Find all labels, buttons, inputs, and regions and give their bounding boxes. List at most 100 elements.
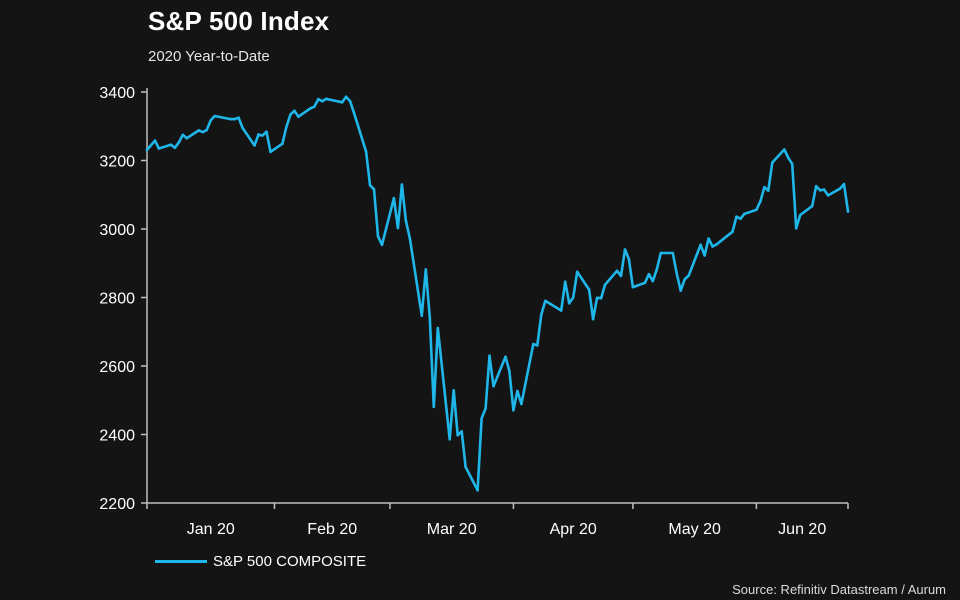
data-point (735, 215, 738, 218)
data-point (767, 189, 770, 192)
data-point (739, 217, 742, 220)
data-point (631, 285, 635, 289)
data-point (380, 243, 384, 247)
x-axis-ticks: Jan 20 Feb 20 Mar 20 Apr 20 May 20 Jun 20 (146, 503, 849, 538)
data-point (269, 150, 272, 154)
x-tick-label: Mar 20 (427, 521, 477, 538)
data-point (344, 95, 348, 99)
data-point (759, 200, 762, 203)
data-point (587, 288, 591, 291)
data-point (655, 268, 659, 271)
chart-title: S&P 500 Index (148, 6, 330, 36)
y-tick-label: 2800 (99, 291, 135, 308)
data-point (404, 219, 408, 223)
data-point (448, 438, 452, 441)
data-point (392, 196, 396, 200)
y-tick-label: 2400 (99, 428, 135, 445)
data-point (340, 101, 344, 104)
data-point (432, 405, 436, 409)
y-tick-label: 3000 (99, 222, 135, 239)
y-tick-label: 3200 (99, 154, 135, 171)
data-point (536, 344, 539, 347)
data-point (595, 296, 599, 300)
data-point (643, 281, 647, 285)
data-point (157, 147, 161, 150)
data-point (798, 213, 802, 217)
data-point (703, 254, 706, 257)
data-point (400, 183, 404, 186)
data-point (771, 161, 774, 164)
data-point (627, 257, 631, 261)
data-point (321, 99, 324, 103)
data-point (544, 299, 547, 303)
data-point (715, 243, 718, 246)
data-point (464, 465, 467, 469)
data-point (480, 417, 483, 420)
data-point (679, 289, 682, 292)
data-point (567, 302, 571, 305)
data-point (233, 117, 236, 121)
data-point (209, 119, 212, 122)
data-point (169, 143, 173, 146)
data-point (842, 182, 846, 186)
data-point (285, 125, 288, 129)
data-point (743, 212, 746, 216)
data-point (289, 113, 292, 116)
data-point (396, 226, 400, 230)
data-point (265, 130, 268, 133)
data-point (683, 278, 686, 281)
chart-series (145, 95, 850, 492)
data-point (185, 136, 189, 140)
data-point (181, 133, 185, 137)
y-tick-label: 2200 (99, 496, 135, 513)
data-point (436, 326, 440, 330)
data-point (822, 188, 826, 191)
data-point (671, 251, 675, 255)
data-point (257, 133, 260, 136)
data-point (794, 227, 798, 230)
data-point (424, 268, 428, 271)
data-point (591, 317, 595, 321)
data-point (428, 316, 432, 320)
data-point (376, 234, 380, 238)
data-point (197, 129, 201, 132)
data-point (687, 274, 690, 277)
data-point (731, 230, 734, 233)
legend-label: S&P 500 COMPOSITE (213, 553, 367, 570)
y-tick-label: 2600 (99, 359, 135, 376)
data-point (364, 150, 368, 153)
data-point (707, 237, 710, 240)
data-point (814, 184, 818, 188)
x-tick-label: Jun 20 (778, 521, 826, 538)
data-point (352, 111, 356, 115)
data-point (253, 144, 256, 147)
data-point (826, 194, 830, 197)
data-point (452, 389, 456, 392)
chart-axes (146, 88, 848, 504)
data-point (615, 269, 619, 273)
data-point (420, 314, 424, 318)
x-tick-label: Apr 20 (550, 521, 597, 538)
data-point (599, 296, 603, 300)
data-point (603, 283, 607, 287)
data-point (508, 369, 511, 373)
data-point (229, 117, 232, 121)
legend-swatch-line (155, 560, 207, 563)
data-point (145, 148, 149, 152)
data-point (699, 243, 702, 247)
data-point (293, 109, 296, 113)
data-point (647, 272, 651, 276)
data-point (177, 141, 181, 144)
x-tick-label: May 20 (668, 521, 721, 538)
data-point (532, 342, 535, 346)
data-point (372, 188, 376, 191)
data-point (504, 355, 507, 359)
data-point (205, 128, 208, 132)
data-point (241, 126, 244, 130)
chart-legend: S&P 500 COMPOSITE (155, 553, 366, 570)
data-point (675, 272, 678, 275)
data-point (492, 384, 495, 388)
data-point (237, 116, 240, 119)
data-point (297, 115, 300, 118)
